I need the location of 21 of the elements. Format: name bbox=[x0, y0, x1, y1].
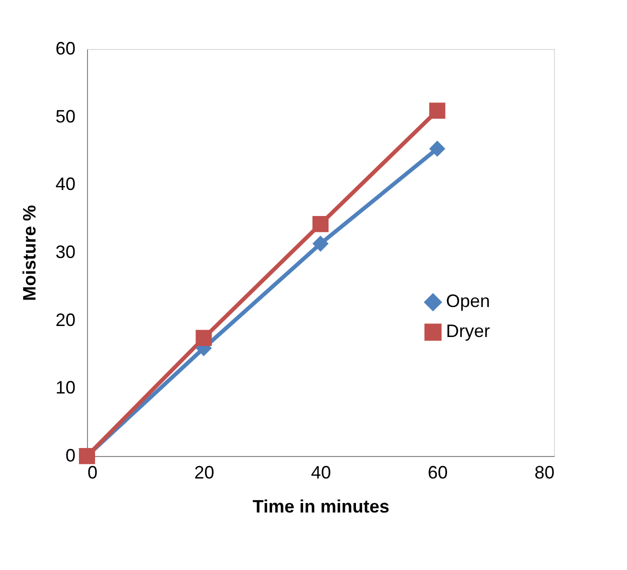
point bbox=[312, 236, 329, 252]
x-tick-label: 80 bbox=[534, 462, 554, 482]
x-tick-label: 40 bbox=[310, 462, 332, 482]
y-tick-label: 50 bbox=[55, 106, 76, 126]
point bbox=[429, 102, 446, 119]
y-tick-label: 40 bbox=[55, 174, 76, 194]
y-axis-title: Moisture % bbox=[19, 204, 40, 302]
x-axis-title: Time in minutes bbox=[252, 496, 390, 516]
y-tick-label: 10 bbox=[55, 378, 76, 398]
y-tick-label: 60 bbox=[55, 38, 76, 58]
legend-label: Dryer bbox=[446, 321, 490, 342]
legend-label: Open bbox=[446, 291, 490, 312]
point bbox=[196, 330, 212, 346]
point bbox=[312, 216, 329, 232]
x-tick-label: 60 bbox=[428, 462, 448, 482]
x-tick-label: 0 bbox=[88, 462, 98, 482]
y-tick-label: 0 bbox=[65, 446, 76, 466]
y-tick-label: 30 bbox=[55, 242, 76, 262]
point bbox=[429, 140, 446, 157]
x-tick-label: 20 bbox=[194, 462, 214, 482]
y-tick-label: 20 bbox=[55, 310, 76, 330]
